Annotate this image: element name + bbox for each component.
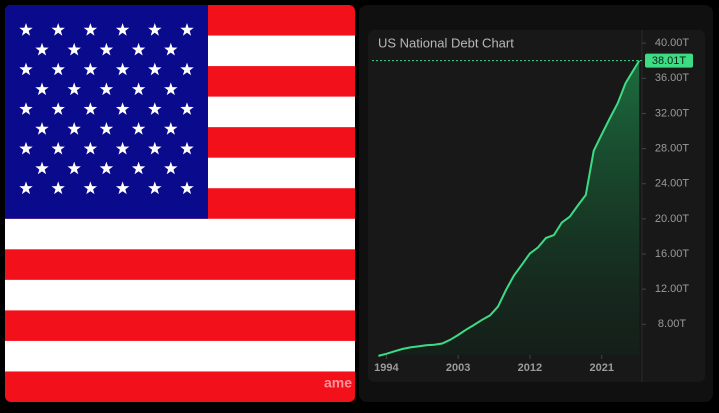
y-tick-label: 28.00T xyxy=(655,142,690,154)
star xyxy=(99,42,114,56)
price-label-box xyxy=(645,53,693,68)
star xyxy=(131,161,146,175)
star xyxy=(148,23,162,36)
star xyxy=(180,102,194,115)
star xyxy=(148,62,162,76)
star xyxy=(19,102,33,115)
x-tick-label: 2021 xyxy=(589,362,613,374)
star xyxy=(148,181,162,195)
y-tick-label: 16.00T xyxy=(655,248,690,260)
star xyxy=(19,181,33,195)
star xyxy=(180,23,194,36)
star xyxy=(67,42,81,56)
star xyxy=(115,102,130,115)
star xyxy=(83,141,98,155)
canton xyxy=(5,5,208,219)
y-tick-label: 12.00T xyxy=(655,283,690,295)
star xyxy=(164,122,178,135)
y-tick-label: 20.00T xyxy=(655,213,690,225)
y-tick-label: 40.00T xyxy=(655,37,690,49)
star xyxy=(148,141,162,155)
y-tick-label: 32.00T xyxy=(655,107,690,119)
star xyxy=(19,62,33,76)
star xyxy=(115,181,130,195)
star xyxy=(99,122,114,135)
star xyxy=(35,161,49,175)
star xyxy=(51,23,65,36)
star xyxy=(51,181,65,195)
star xyxy=(115,141,130,155)
y-tick-label: 36.00T xyxy=(655,72,690,84)
star xyxy=(164,161,178,175)
star xyxy=(180,141,194,155)
star xyxy=(19,141,33,155)
stripe xyxy=(5,218,355,250)
star xyxy=(131,122,146,135)
debt-line xyxy=(378,60,641,357)
stripe xyxy=(5,340,355,372)
star xyxy=(115,23,130,36)
star xyxy=(67,82,81,96)
star xyxy=(99,161,114,175)
star xyxy=(35,42,49,56)
stripe xyxy=(5,249,355,281)
star xyxy=(115,62,130,76)
area-fill xyxy=(378,60,640,356)
stripe xyxy=(5,371,355,402)
y-tick-label: 8.00T xyxy=(658,318,686,330)
star xyxy=(164,42,178,56)
star xyxy=(19,23,33,36)
star xyxy=(83,102,98,115)
star xyxy=(99,82,114,96)
star xyxy=(51,62,65,76)
star xyxy=(51,102,65,115)
star xyxy=(35,82,49,96)
stripe xyxy=(5,310,355,342)
star xyxy=(83,23,98,36)
stripe xyxy=(5,279,355,311)
price-label: 38.01T xyxy=(652,55,687,67)
star xyxy=(131,82,146,96)
star xyxy=(67,122,81,135)
star xyxy=(148,102,162,115)
star xyxy=(131,42,146,56)
y-tick-label: 24.00T xyxy=(655,178,690,190)
chart: 8.00T 12.00T 16.00T 20.00T 24.00T 28.00T 32.00… xyxy=(372,30,693,382)
star xyxy=(83,181,98,195)
x-tick-label: 1994 xyxy=(374,362,399,374)
star xyxy=(67,161,81,175)
star xyxy=(83,62,98,76)
us-flag xyxy=(5,5,355,402)
star xyxy=(35,122,49,135)
watermark: ame xyxy=(324,375,352,391)
chart-title: US National Debt Chart xyxy=(378,35,514,50)
x-tick-label: 2003 xyxy=(446,362,470,374)
star xyxy=(180,62,194,76)
star xyxy=(164,82,178,96)
star xyxy=(180,181,194,195)
x-tick-label: 2012 xyxy=(518,362,542,374)
star xyxy=(51,141,65,155)
